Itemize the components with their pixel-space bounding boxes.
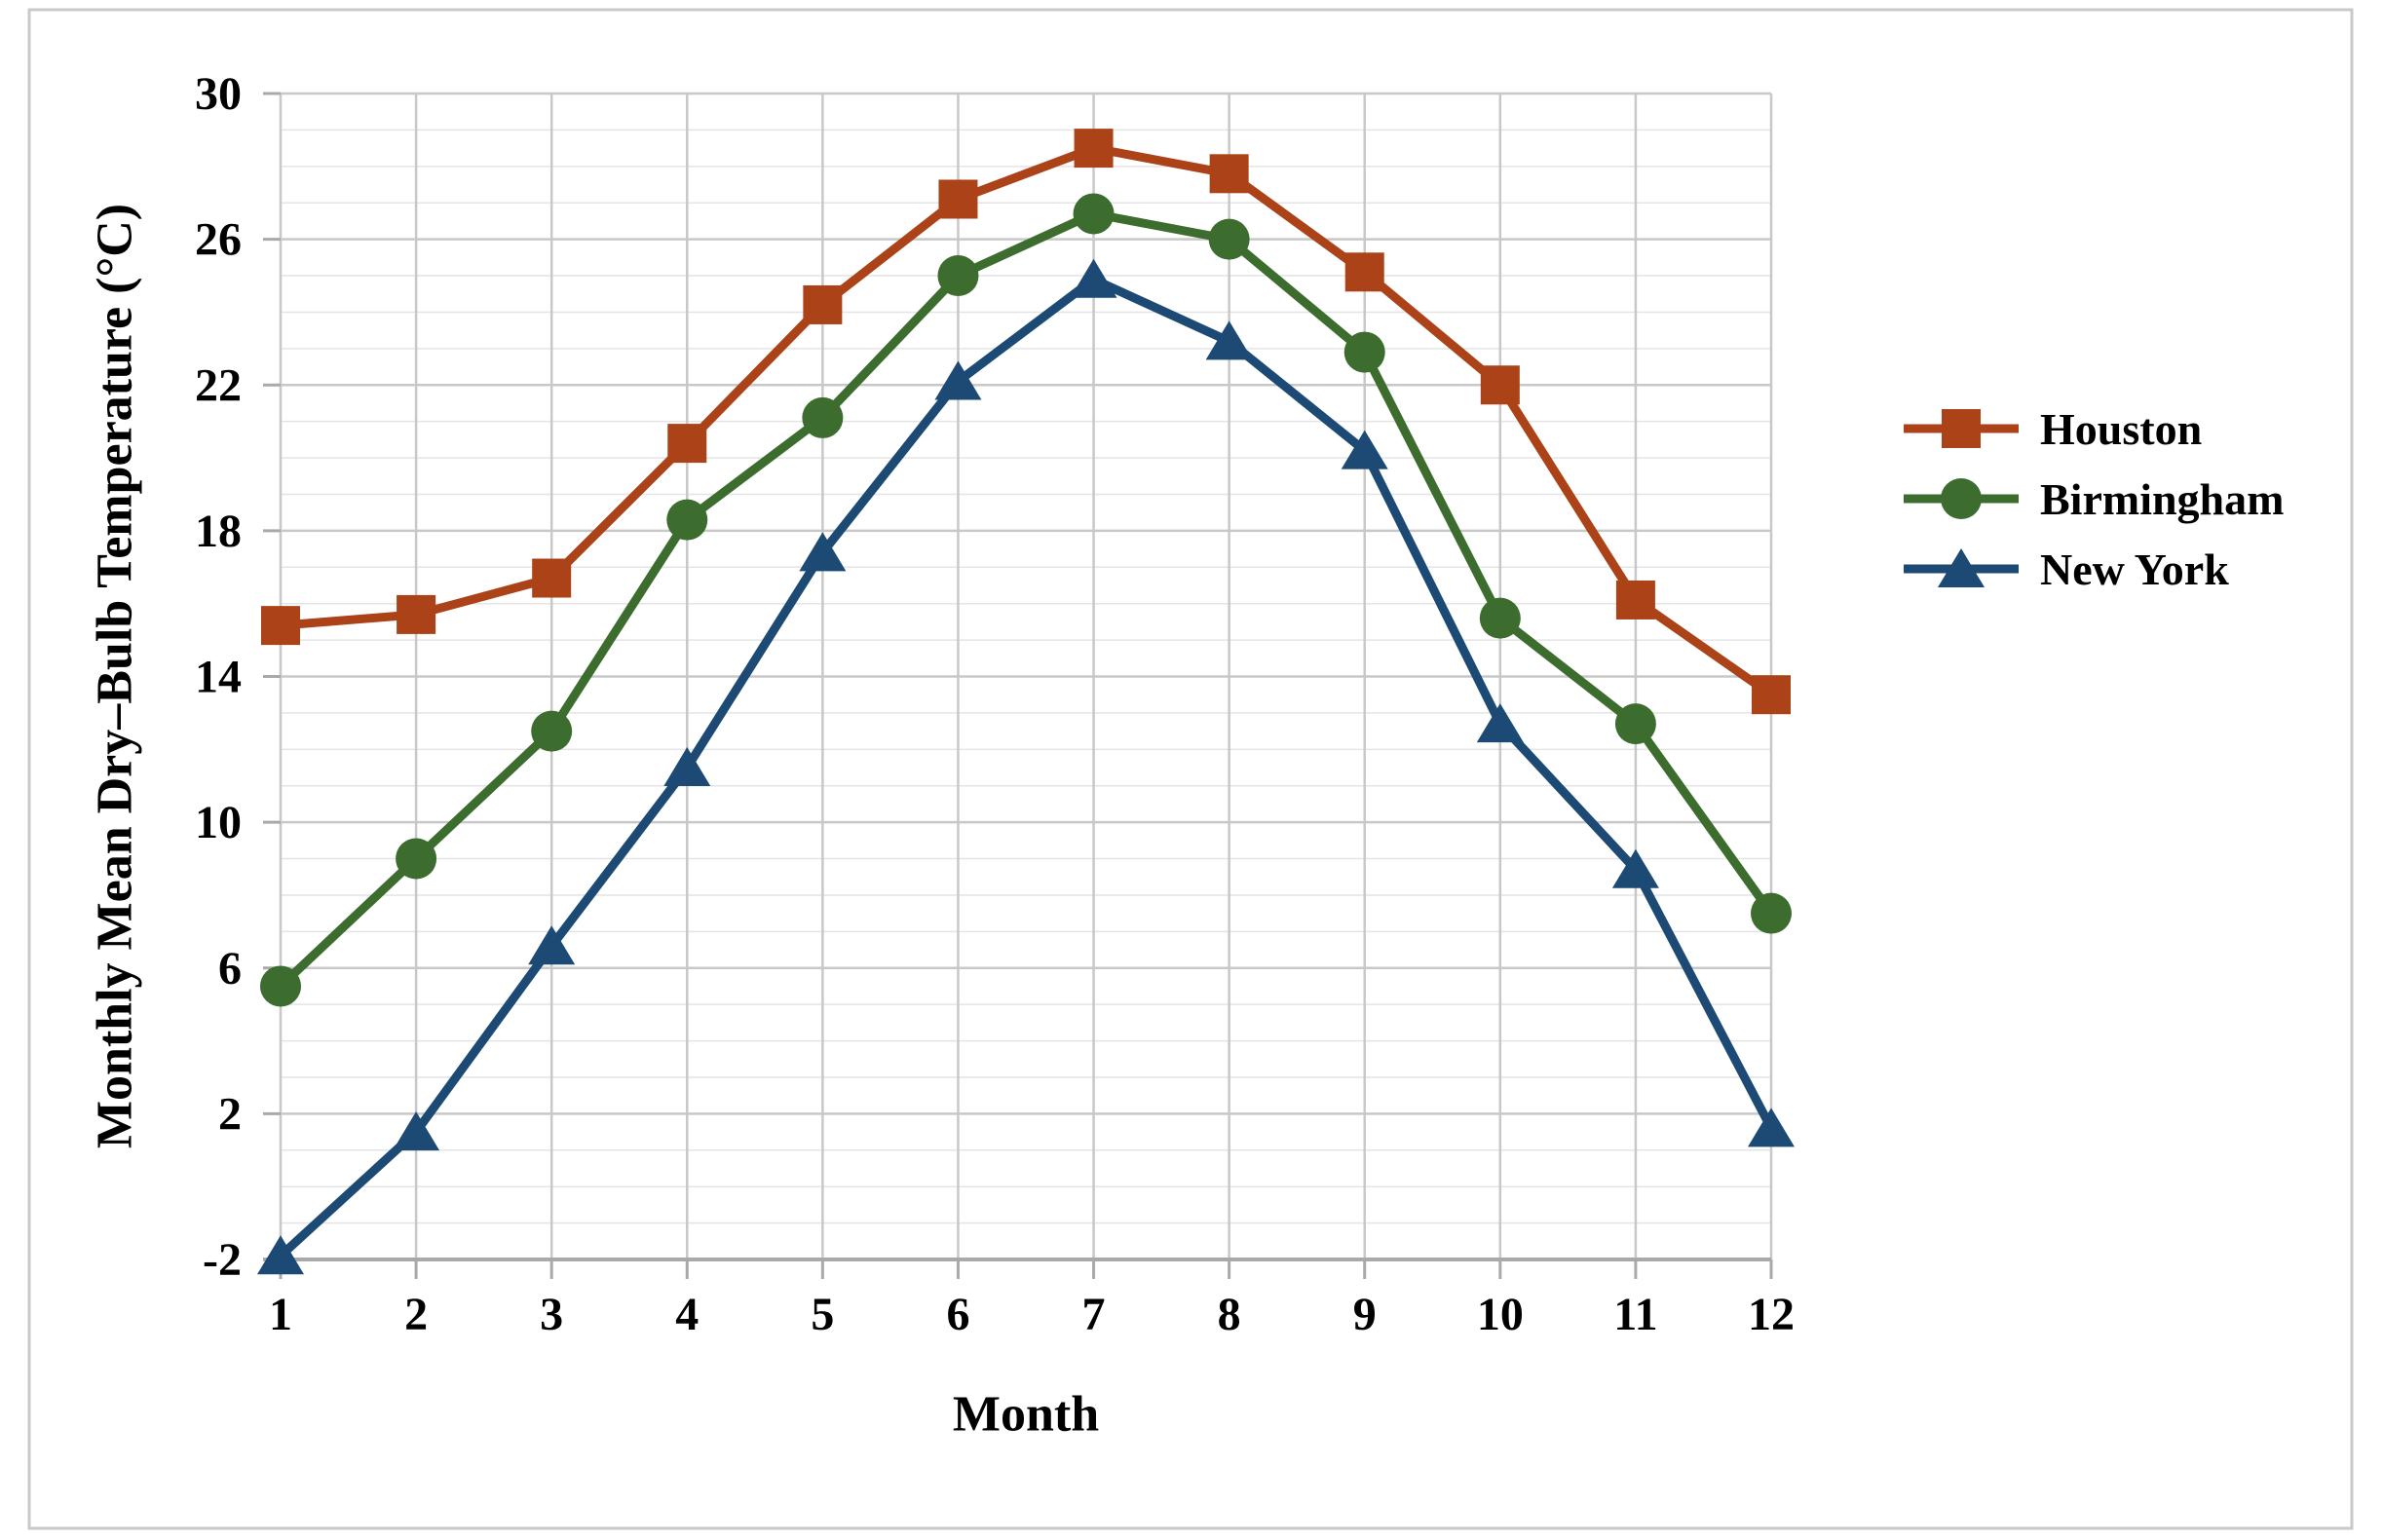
svg-text:6: 6	[218, 943, 242, 995]
svg-text:7: 7	[1082, 1289, 1106, 1340]
figure-border	[27, 8, 2354, 1530]
svg-text:1: 1	[269, 1289, 292, 1340]
svg-text:6: 6	[946, 1289, 969, 1340]
y-axis-title: Monthly Mean Dry–Bulb Temperature (°C)	[87, 203, 143, 1149]
svg-text:4: 4	[675, 1289, 699, 1340]
legend-marker-birmingham-icon	[1904, 478, 2019, 519]
legend-item-houston: Houston	[1902, 394, 2284, 464]
legend-marker-new-york-icon	[1904, 548, 2019, 587]
svg-text:14: 14	[195, 652, 242, 703]
legend-item-new-york: New York	[1902, 534, 2284, 604]
series-houston	[261, 129, 1791, 715]
svg-text:22: 22	[195, 359, 242, 411]
svg-text:18: 18	[195, 506, 242, 557]
y-tick-labels: 30 26 22 18 14 10 6 2 -2	[195, 68, 242, 1286]
series-new-york	[257, 258, 1795, 1275]
legend-item-birmingham: Birmingham	[1902, 464, 2284, 534]
svg-text:-2: -2	[203, 1234, 242, 1286]
y-gridlines	[281, 92, 1771, 1261]
svg-text:10: 10	[1477, 1289, 1524, 1340]
svg-text:2: 2	[404, 1289, 428, 1340]
svg-text:12: 12	[1748, 1289, 1795, 1340]
svg-text:30: 30	[195, 68, 242, 120]
legend-marker-houston-icon	[1904, 409, 2019, 448]
legend-label-new-york: New York	[2040, 544, 2229, 594]
svg-text:8: 8	[1218, 1289, 1241, 1340]
x-axis-title: Month	[952, 1386, 1100, 1443]
svg-text:2: 2	[218, 1088, 242, 1140]
x-tick-labels: 1 2 3 4 5 6 7 8 9 10 11 12	[269, 1289, 1795, 1340]
svg-text:9: 9	[1353, 1289, 1377, 1340]
legend: Houston Birmingham New York	[1902, 394, 2284, 604]
legend-label-houston: Houston	[2040, 403, 2203, 454]
svg-text:5: 5	[811, 1289, 834, 1340]
series-birmingham	[260, 193, 1792, 1007]
legend-label-birmingham: Birmingham	[2040, 473, 2285, 524]
svg-text:3: 3	[540, 1289, 563, 1340]
svg-text:11: 11	[1613, 1289, 1657, 1340]
svg-text:26: 26	[195, 214, 242, 266]
svg-text:10: 10	[195, 797, 242, 848]
axis-ticks	[263, 92, 1773, 1279]
